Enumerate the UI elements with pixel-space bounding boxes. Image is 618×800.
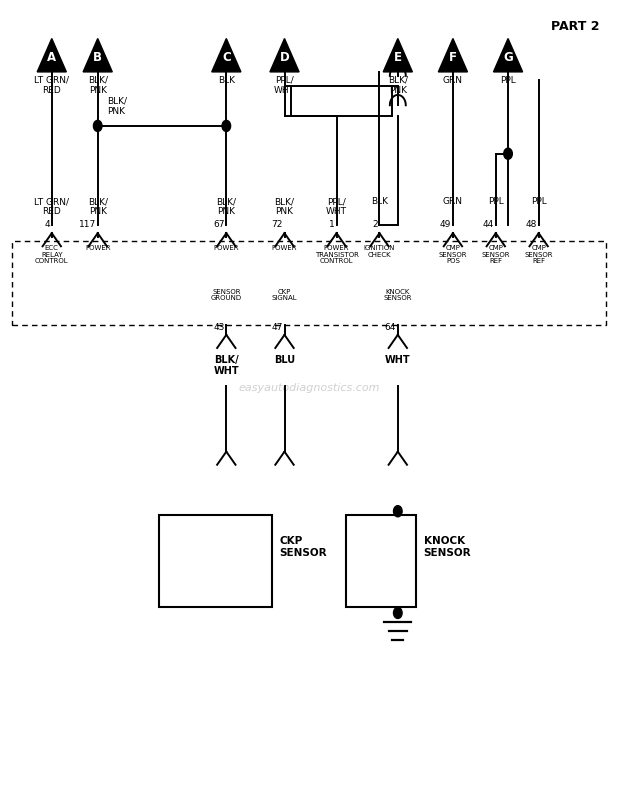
Circle shape bbox=[504, 148, 512, 159]
Text: BLK/
PNK: BLK/ PNK bbox=[388, 76, 408, 95]
Text: BLK/
PNK: BLK/ PNK bbox=[274, 198, 295, 217]
Text: 64: 64 bbox=[384, 322, 396, 332]
Text: PPL: PPL bbox=[531, 198, 546, 206]
Text: G: G bbox=[503, 51, 513, 64]
Text: KNOCK
SENSOR: KNOCK SENSOR bbox=[423, 536, 471, 558]
Text: POWER: POWER bbox=[214, 245, 239, 251]
Text: SENSOR
GROUND: SENSOR GROUND bbox=[211, 289, 242, 302]
Polygon shape bbox=[383, 38, 412, 72]
Text: BLK/
PNK: BLK/ PNK bbox=[88, 76, 108, 95]
Text: KNOCK
SENSOR: KNOCK SENSOR bbox=[384, 289, 412, 302]
Circle shape bbox=[394, 506, 402, 517]
Text: E: E bbox=[394, 51, 402, 64]
Text: F: F bbox=[449, 51, 457, 64]
Polygon shape bbox=[212, 38, 241, 72]
Text: PPL: PPL bbox=[500, 76, 516, 85]
Text: PPL: PPL bbox=[488, 198, 504, 206]
Text: BLK/
PNK: BLK/ PNK bbox=[216, 198, 236, 217]
Text: CMP
SENSOR
POS: CMP SENSOR POS bbox=[439, 245, 467, 264]
Text: GRN: GRN bbox=[443, 198, 463, 206]
Bar bbox=[159, 515, 273, 606]
Text: IGNITION
CHECK: IGNITION CHECK bbox=[363, 245, 395, 258]
Text: 72: 72 bbox=[271, 220, 282, 229]
Text: B: B bbox=[93, 51, 102, 64]
Circle shape bbox=[222, 120, 231, 131]
Text: 2: 2 bbox=[372, 220, 378, 229]
Text: 1: 1 bbox=[329, 220, 335, 229]
Text: CKP
SENSOR: CKP SENSOR bbox=[279, 536, 327, 558]
Text: BLU: BLU bbox=[274, 354, 295, 365]
Text: BLK: BLK bbox=[218, 76, 235, 85]
Text: POWER: POWER bbox=[85, 245, 111, 251]
Text: GRN: GRN bbox=[443, 76, 463, 85]
Polygon shape bbox=[438, 38, 467, 72]
Circle shape bbox=[93, 120, 102, 131]
Text: CMP
SENSOR
REF: CMP SENSOR REF bbox=[525, 245, 553, 264]
Text: 49: 49 bbox=[440, 220, 451, 229]
Text: BLK: BLK bbox=[371, 198, 388, 206]
Bar bbox=[345, 515, 416, 606]
Polygon shape bbox=[493, 38, 523, 72]
Text: 4: 4 bbox=[44, 220, 50, 229]
Text: 67: 67 bbox=[213, 220, 224, 229]
Text: LT GRN/
RED: LT GRN/ RED bbox=[34, 198, 69, 217]
Bar bbox=[12, 241, 606, 325]
Text: A: A bbox=[47, 51, 56, 64]
Polygon shape bbox=[270, 38, 299, 72]
Text: CKP
SIGNAL: CKP SIGNAL bbox=[272, 289, 297, 302]
Text: ECC
RELAY
CONTROL: ECC RELAY CONTROL bbox=[35, 245, 69, 264]
Text: easyautodiagnostics.com: easyautodiagnostics.com bbox=[239, 383, 379, 393]
Polygon shape bbox=[83, 38, 112, 72]
Text: BLK/
PNK: BLK/ PNK bbox=[107, 97, 127, 115]
Text: LT GRN/
RED: LT GRN/ RED bbox=[34, 76, 69, 95]
Text: 43: 43 bbox=[213, 322, 224, 332]
Text: PPL/
WHT: PPL/ WHT bbox=[326, 198, 347, 217]
Text: 47: 47 bbox=[271, 322, 282, 332]
Text: 48: 48 bbox=[525, 220, 537, 229]
Text: PPL/
WHT: PPL/ WHT bbox=[274, 76, 295, 95]
Text: POWER: POWER bbox=[272, 245, 297, 251]
Text: 117: 117 bbox=[78, 220, 96, 229]
Text: C: C bbox=[222, 51, 231, 64]
Text: CMP
SENSOR
REF: CMP SENSOR REF bbox=[481, 245, 510, 264]
Text: POWER
TRANSISTOR
CONTROL: POWER TRANSISTOR CONTROL bbox=[315, 245, 358, 264]
Circle shape bbox=[394, 607, 402, 618]
Text: D: D bbox=[279, 51, 289, 64]
Text: PART 2: PART 2 bbox=[551, 20, 600, 34]
Text: BLK/
WHT: BLK/ WHT bbox=[213, 354, 239, 376]
Text: 44: 44 bbox=[483, 220, 494, 229]
Text: WHT: WHT bbox=[385, 354, 410, 365]
Text: BLK/
PNK: BLK/ PNK bbox=[88, 198, 108, 217]
Polygon shape bbox=[37, 38, 66, 72]
